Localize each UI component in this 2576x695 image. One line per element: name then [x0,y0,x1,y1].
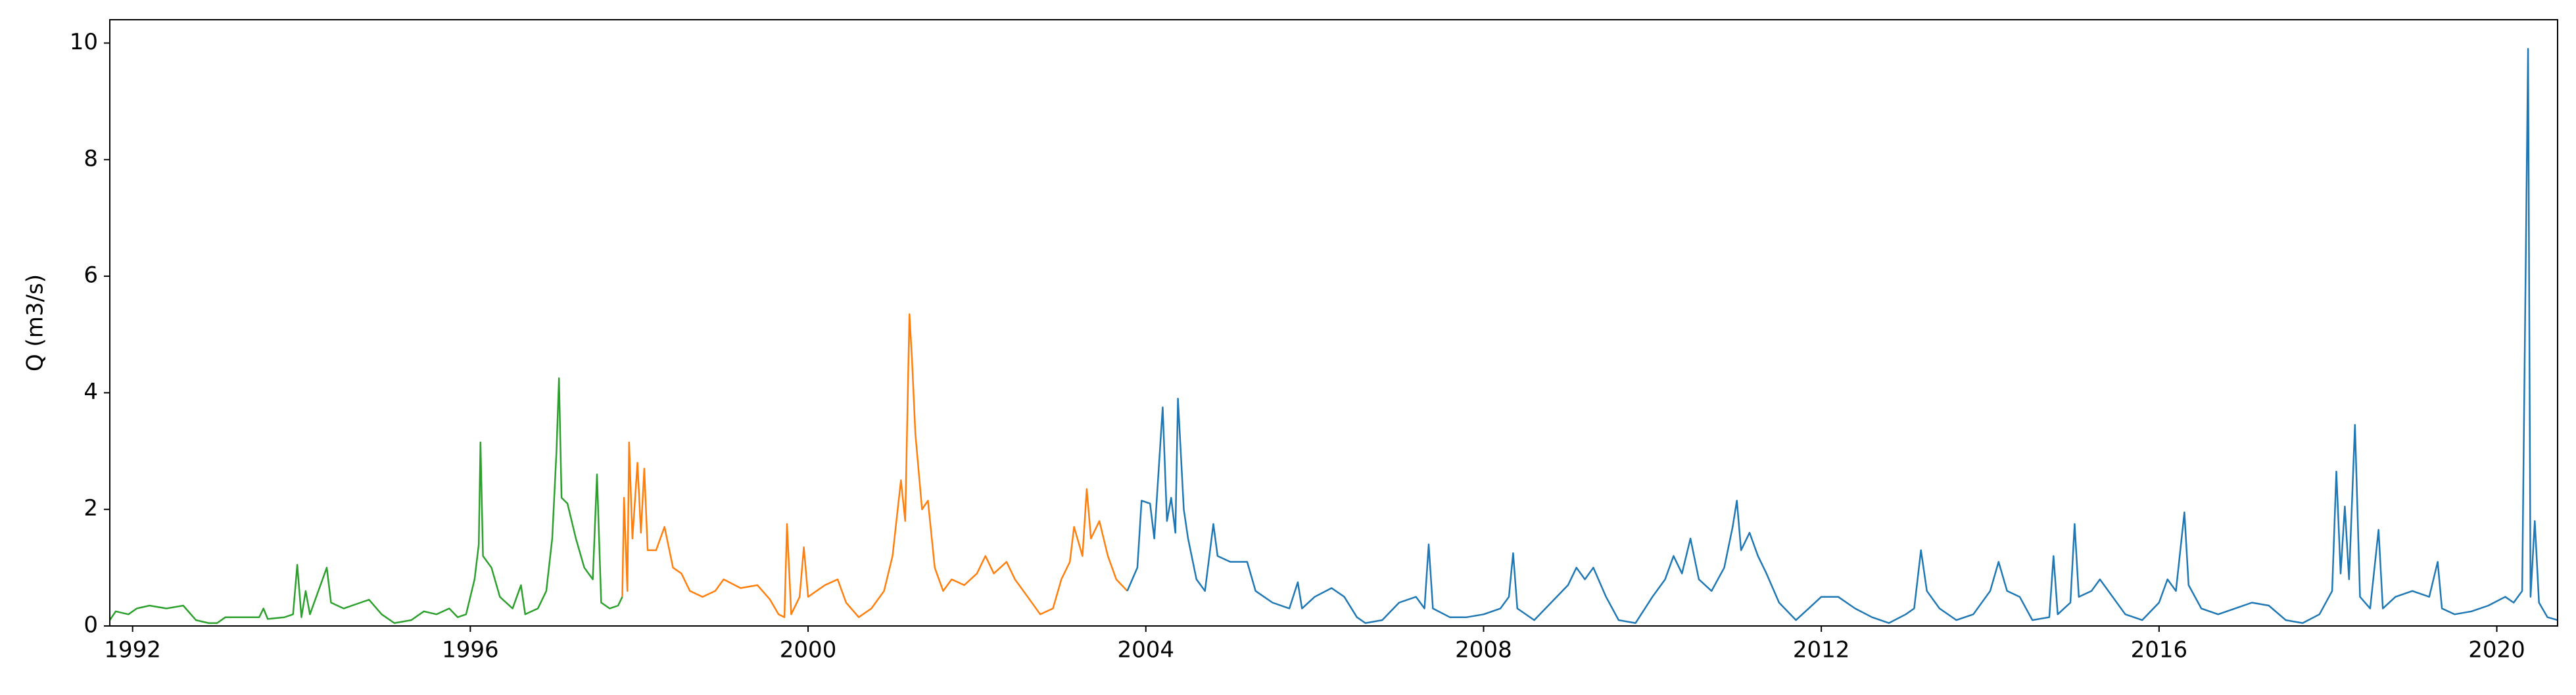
x-tick-label: 2020 [2468,637,2525,663]
x-tick-label: 1992 [104,637,161,663]
x-tick-label: 2000 [780,637,837,663]
y-axis-label: Q (m3/s) [22,274,49,371]
x-tick-label: 2008 [1455,637,1512,663]
y-tick-label: 2 [83,495,98,521]
x-tick-label: 2016 [2131,637,2188,663]
data-line [621,313,1128,618]
y-tick-label: 10 [70,29,98,55]
y-tick-label: 4 [83,379,98,405]
data-line [108,377,623,624]
x-tick-label: 2012 [1793,637,1850,663]
data-line [1126,48,2558,624]
y-tick-label: 6 [83,262,98,289]
x-tick-label: 2004 [1117,637,1174,663]
plot-frame [109,19,2558,627]
y-tick-label: 0 [83,612,98,638]
x-tick-label: 1996 [442,637,499,663]
y-tick-label: 8 [83,145,98,172]
